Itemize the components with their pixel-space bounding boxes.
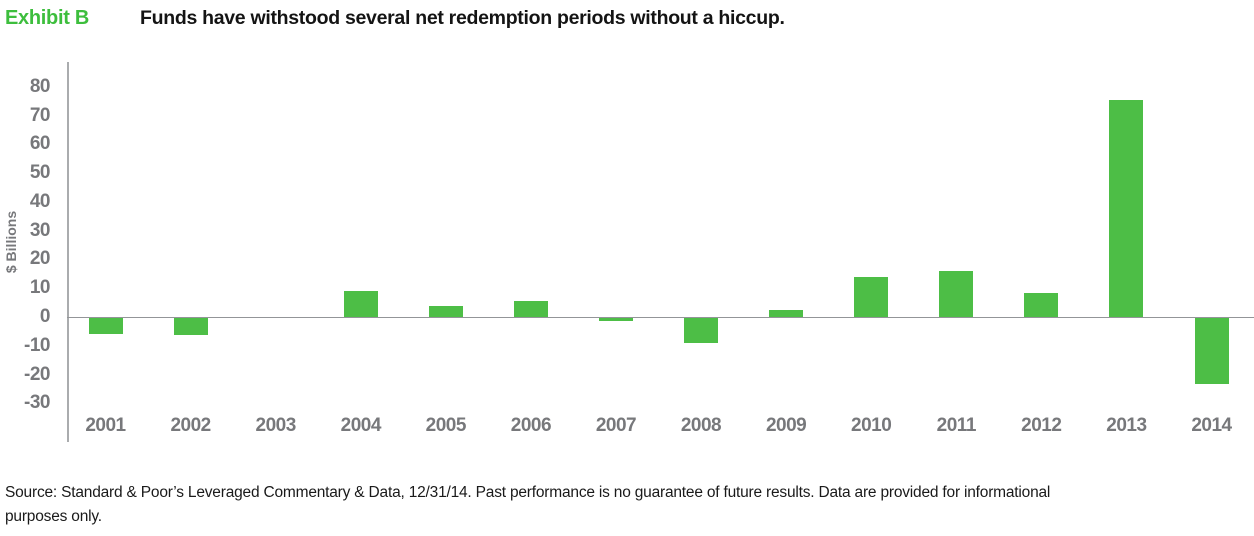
x-axis-label-2011: 2011 xyxy=(936,415,977,436)
bar-2008 xyxy=(684,318,718,343)
exhibit-label: Exhibit B xyxy=(5,7,89,29)
y-axis-tick-label: -30 xyxy=(24,392,50,414)
bar-2014 xyxy=(1194,318,1229,385)
bar-2007 xyxy=(599,318,633,321)
y-axis-tick-label: 50 xyxy=(29,162,51,184)
x-axis-label-2001: 2001 xyxy=(85,415,126,436)
bar-2005 xyxy=(428,305,463,317)
x-axis-label-2012: 2012 xyxy=(1021,415,1062,436)
x-axis-label-2007: 2007 xyxy=(595,415,637,436)
bar-2012 xyxy=(1024,292,1059,317)
bar-2006 xyxy=(513,301,548,317)
y-axis-tick-label: 0 xyxy=(39,306,51,327)
chart-title: Funds have withstood several net redempt… xyxy=(140,7,785,29)
y-axis-tick-label: -10 xyxy=(24,334,50,356)
bar-2004 xyxy=(343,291,378,317)
source-note: Source: Standard & Poor’s Leveraged Comm… xyxy=(5,481,1249,529)
bar-2002 xyxy=(173,318,208,336)
x-axis-label-2006: 2006 xyxy=(510,415,552,436)
x-axis-label-2013: 2013 xyxy=(1106,415,1147,436)
x-axis-label-2009: 2009 xyxy=(765,415,807,436)
source-line: Source: Standard & Poor’s Leveraged Comm… xyxy=(5,484,1051,501)
x-axis-label-2004: 2004 xyxy=(340,415,382,436)
x-axis-label-2010: 2010 xyxy=(851,415,892,436)
x-axis-label-2002: 2002 xyxy=(170,415,211,436)
x-axis-label-2005: 2005 xyxy=(425,415,467,436)
x-axis-label-2003: 2003 xyxy=(255,415,297,436)
y-axis-tick-label: -20 xyxy=(24,363,50,385)
bar-2013 xyxy=(1109,99,1144,317)
bar-2011 xyxy=(939,271,974,317)
y-axis-tick-label: 70 xyxy=(29,104,51,126)
y-axis-line xyxy=(67,62,69,442)
y-axis-tick-label: 10 xyxy=(29,277,51,299)
source-line: purposes only. xyxy=(5,508,102,525)
zero-baseline xyxy=(67,316,1254,318)
bar-2010 xyxy=(854,276,889,317)
bar-2001 xyxy=(88,318,123,334)
y-axis-tick-label: 60 xyxy=(29,133,51,155)
y-axis-tick-label: 30 xyxy=(29,219,51,241)
bar-2009 xyxy=(769,309,804,317)
y-axis-tick-label: 20 xyxy=(29,248,51,270)
y-axis-tick-label: 40 xyxy=(29,190,51,212)
y-axis-tick-label: 80 xyxy=(29,75,51,97)
x-axis-label-2014: 2014 xyxy=(1191,415,1232,436)
x-axis-label-2008: 2008 xyxy=(680,415,722,436)
